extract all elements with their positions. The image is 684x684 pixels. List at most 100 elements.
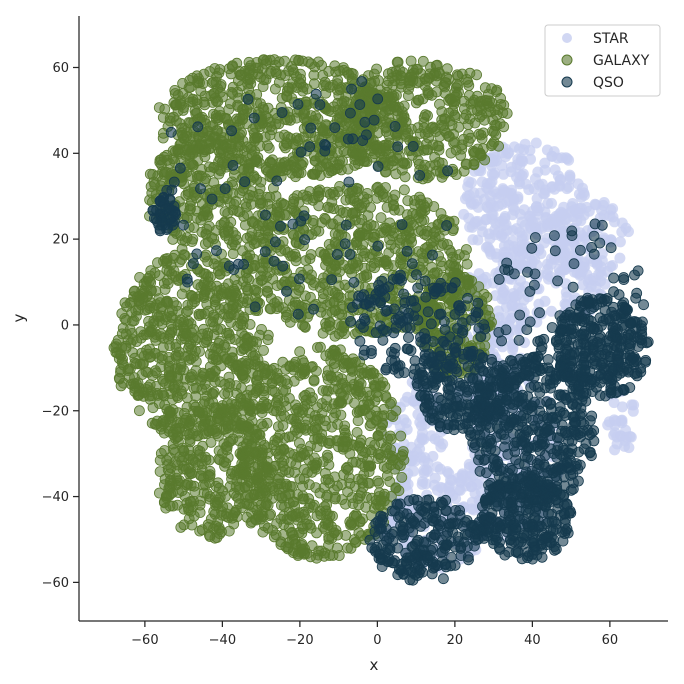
galaxy-point [197,78,209,89]
galaxy-point [326,349,338,361]
galaxy-point [247,68,259,80]
galaxy-point [202,276,214,288]
galaxy-point [198,487,210,499]
galaxy-point [293,196,305,208]
galaxy-point [176,122,188,134]
galaxy-point [299,290,311,302]
galaxy-point [443,131,455,142]
star-point [408,465,419,477]
star-point [541,268,553,280]
galaxy-point [395,430,407,442]
galaxy-point [247,340,259,352]
galaxy-point [254,198,266,210]
galaxy-point [211,499,223,511]
star-point [418,455,430,467]
star-point [454,484,466,496]
galaxy-point [340,530,352,541]
galaxy-point [173,147,185,159]
galaxy-point [430,75,442,87]
galaxy-point [453,249,465,261]
galaxy-point [154,156,166,168]
galaxy-point [423,89,435,100]
star-point [503,195,515,207]
galaxy-point [274,429,286,441]
galaxy-point [329,471,341,483]
galaxy-point [247,262,258,274]
star-point [427,450,439,462]
galaxy-point [452,80,464,92]
galaxy-point [207,396,219,408]
galaxy-point [261,466,272,478]
galaxy-point [153,487,165,499]
star-point [569,203,581,215]
star-point [460,193,471,205]
star-point [524,144,536,156]
star-point [486,168,498,180]
galaxy-point [334,155,346,167]
star-point [418,467,430,479]
galaxy-point [198,68,210,80]
galaxy-point [192,405,204,417]
galaxy-point [222,427,234,439]
galaxy-point [126,307,138,318]
galaxy-point [148,318,160,330]
galaxy-point [270,373,282,385]
galaxy-point [347,456,359,468]
galaxy-point [169,88,181,99]
galaxy-point [187,501,199,513]
galaxy-point [257,447,268,459]
star-point [529,254,541,266]
star-point [399,396,411,408]
galaxy-point [458,133,470,145]
galaxy-point [217,146,229,158]
galaxy-point [333,441,344,453]
galaxy-point [275,444,287,456]
galaxy-point [321,491,332,503]
galaxy-point [477,127,489,139]
galaxy-point [185,81,197,93]
galaxy-point [145,181,157,192]
galaxy-point [242,433,254,445]
galaxy-point [225,68,237,80]
galaxy-point [163,482,175,494]
galaxy-point [319,125,331,137]
galaxy-point [296,159,308,171]
galaxy-point [286,413,297,425]
galaxy-point [118,359,129,371]
galaxy-point [139,304,151,316]
galaxy-point [396,471,408,483]
galaxy-point [230,398,242,410]
star-point [626,399,638,411]
galaxy-point [208,161,220,173]
galaxy-point [357,451,369,463]
galaxy-point [223,104,235,115]
galaxy-point [419,109,431,121]
galaxy-point [226,352,238,364]
star-point [498,184,509,196]
galaxy-point [358,191,370,203]
star-point [535,221,547,233]
star-point [500,312,512,324]
galaxy-point [407,64,419,76]
galaxy-point [330,66,342,78]
galaxy-point [365,417,377,429]
galaxy-point [297,85,309,97]
star-point [577,182,588,194]
galaxy-point [298,506,309,518]
galaxy-point [310,459,322,471]
galaxy-point [299,422,310,434]
galaxy-point [201,334,213,346]
galaxy-point [284,112,296,123]
galaxy-point [253,226,265,238]
galaxy-point [133,405,145,417]
galaxy-point [161,255,173,267]
galaxy-point [418,144,430,156]
galaxy-point [264,481,276,493]
star-point [595,275,606,287]
galaxy-point [117,322,129,334]
galaxy-point [238,313,250,325]
galaxy-point [349,148,361,160]
galaxy-point [182,350,194,362]
galaxy-point [347,68,359,80]
galaxy-point [318,80,330,91]
